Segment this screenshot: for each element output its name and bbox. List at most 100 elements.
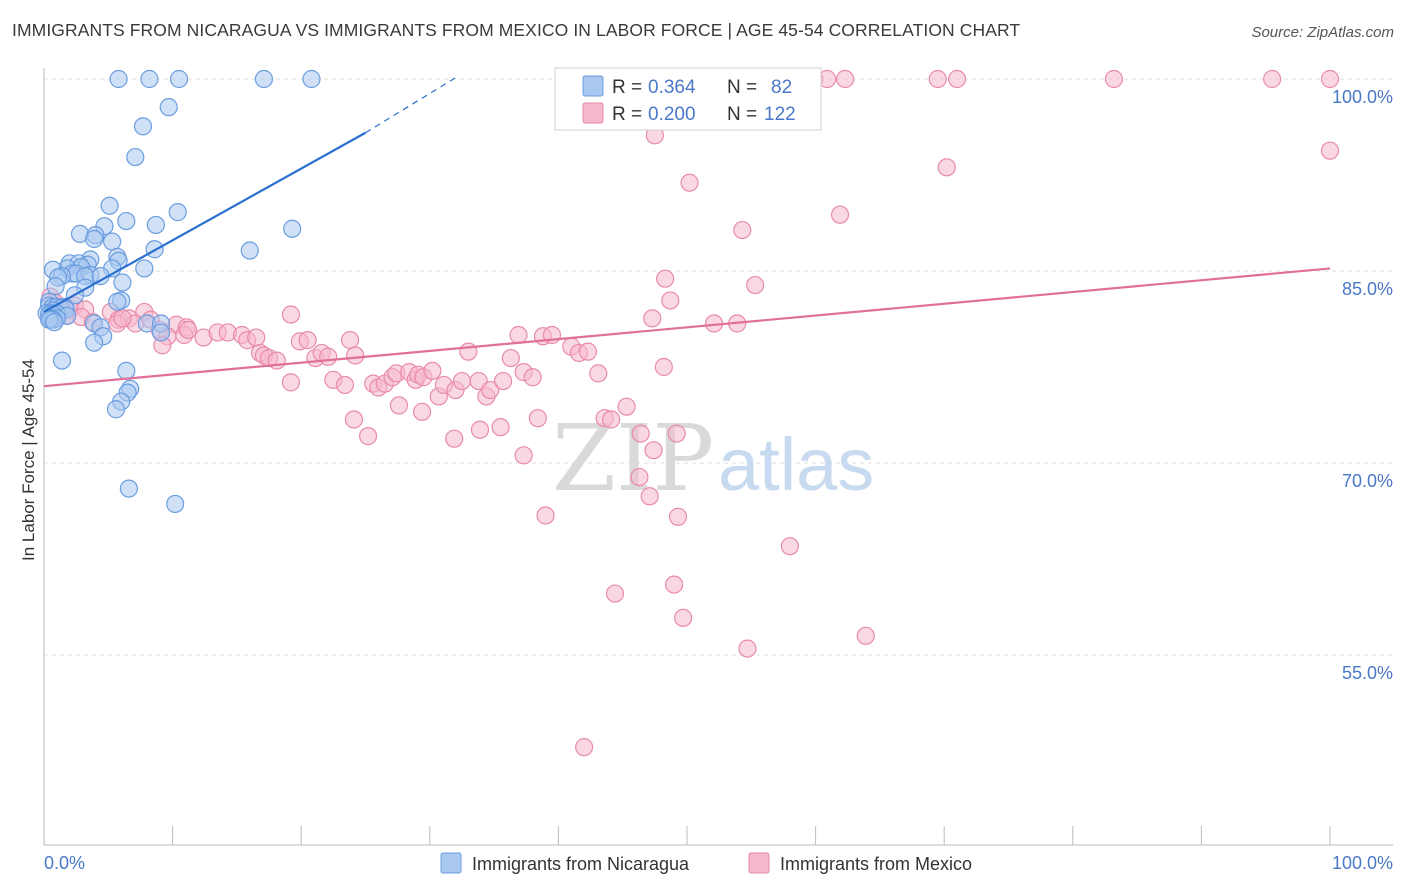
pink-point-108 [389, 396, 409, 415]
blue-trend-line-extension [365, 77, 456, 134]
source-label: Source: ZipAtlas.com [1251, 24, 1394, 41]
pink-point-14 [937, 158, 956, 177]
pink-point-10 [1263, 69, 1282, 89]
legend-n-label-blue: N = [727, 77, 757, 98]
pink-point-102 [631, 424, 650, 443]
pink-point-49 [178, 320, 198, 339]
pink-point-21 [281, 305, 301, 324]
blue-point-76 [106, 400, 126, 419]
blue-point-63 [45, 313, 64, 332]
pink-point-20 [661, 291, 680, 310]
pink-point-19 [746, 275, 765, 295]
bottom-legend: Immigrants from Nicaragua Immigrants fro… [440, 852, 972, 874]
chart-title: IMMIGRANTS FROM NICARAGUA VS IMMIGRANTS … [12, 20, 1021, 40]
pink-point-7 [928, 69, 947, 89]
blue-point-8 [168, 203, 187, 222]
blue-point-17 [103, 232, 122, 251]
pink-point-55 [247, 328, 266, 347]
blue-point-10 [117, 211, 136, 231]
y-tick-label-0: 100.0% [1332, 87, 1393, 107]
pink-point-101 [617, 397, 636, 416]
pink-point-120 [665, 575, 684, 594]
pink-point-60 [281, 373, 301, 392]
pink-point-104 [654, 357, 673, 377]
blue-point-71 [52, 351, 72, 370]
blue-point-4 [302, 69, 321, 89]
blue-point-7 [126, 147, 145, 167]
pink-point-100 [602, 410, 621, 429]
pink-point-106 [344, 410, 364, 429]
pink-point-125 [575, 738, 594, 757]
pink-point-62 [298, 331, 317, 350]
pink-point-44 [113, 309, 132, 328]
pink-point-90 [509, 325, 528, 345]
y-tick-label-3: 55.0% [1342, 663, 1393, 683]
legend-swatch-blue [582, 75, 604, 97]
pink-point-92 [523, 368, 542, 387]
pink-point-117 [536, 506, 555, 525]
pink-point-88 [494, 371, 513, 391]
blue-point-72 [117, 361, 136, 380]
pink-point-68 [340, 331, 360, 350]
legend-box: R = 0.364 N = 82 R = 0.200 N = 122 [554, 67, 822, 131]
blue-point-9 [100, 196, 119, 215]
pink-point-9 [1104, 69, 1124, 89]
pink-point-114 [528, 409, 547, 428]
pink-point-87 [481, 380, 500, 400]
y-tick-label-2: 70.0% [1342, 471, 1393, 491]
blue-point-2 [169, 69, 189, 89]
blue-point-1 [140, 69, 159, 89]
blue-point-70 [85, 333, 104, 352]
pink-point-15 [680, 173, 699, 192]
legend-r-label-blue: R = [612, 77, 642, 98]
blue-point-6 [133, 117, 153, 136]
y-axis-title: In Labor Force | Age 45-54 [19, 359, 38, 561]
blue-trend-line [43, 131, 367, 313]
pink-point-69 [346, 346, 365, 365]
pink-point-109 [412, 402, 432, 421]
axes [43, 68, 1393, 846]
pink-point-119 [780, 537, 799, 556]
watermark: ZIP atlas [552, 405, 874, 512]
pink-point-16 [830, 205, 850, 224]
legend-r-value-pink: 0.200 [648, 104, 696, 125]
blue-point-3 [254, 69, 274, 89]
blue-point-5 [159, 98, 178, 117]
x-tick-label-min: 0.0% [44, 853, 85, 873]
legend-n-value-pink: 122 [764, 104, 796, 125]
blue-point-68 [151, 323, 171, 342]
pink-point-116 [640, 487, 659, 506]
pink-point-67 [335, 375, 355, 395]
pink-point-118 [668, 507, 688, 526]
pink-point-113 [514, 446, 533, 465]
pink-point-122 [674, 608, 693, 627]
x-tick-label-max: 100.0% [1332, 853, 1393, 873]
blue-point-29 [135, 259, 154, 278]
pink-point-6 [836, 69, 855, 89]
blue-point-78 [166, 494, 185, 514]
bottom-legend-label-nicaragua: Immigrants from Nicaragua [472, 854, 690, 874]
blue-point-44 [108, 292, 127, 311]
blue-point-13 [283, 219, 302, 238]
pink-point-107 [358, 427, 378, 446]
blue-point-16 [85, 229, 104, 249]
pink-point-83 [452, 371, 472, 391]
blue-point-19 [240, 241, 259, 260]
pink-point-98 [589, 364, 608, 383]
blue-point-77 [119, 479, 138, 498]
pink-point-112 [491, 418, 510, 437]
pink-point-13 [1320, 141, 1340, 160]
pink-point-121 [605, 584, 625, 603]
legend-n-label-pink: N = [727, 104, 757, 125]
watermark-zip: ZIP [552, 405, 714, 512]
pink-point-18 [656, 269, 675, 288]
legend-r-label-pink: R = [612, 104, 642, 125]
legend-r-value-blue: 0.364 [648, 77, 696, 98]
watermark-atlas: atlas [718, 423, 874, 506]
bottom-legend-swatch-blue [440, 852, 462, 874]
x-tick-labels: 0.0% 100.0% [44, 853, 1393, 873]
pink-point-105 [667, 424, 686, 443]
pink-point-97 [578, 342, 598, 361]
pink-trend-line [43, 267, 1331, 388]
